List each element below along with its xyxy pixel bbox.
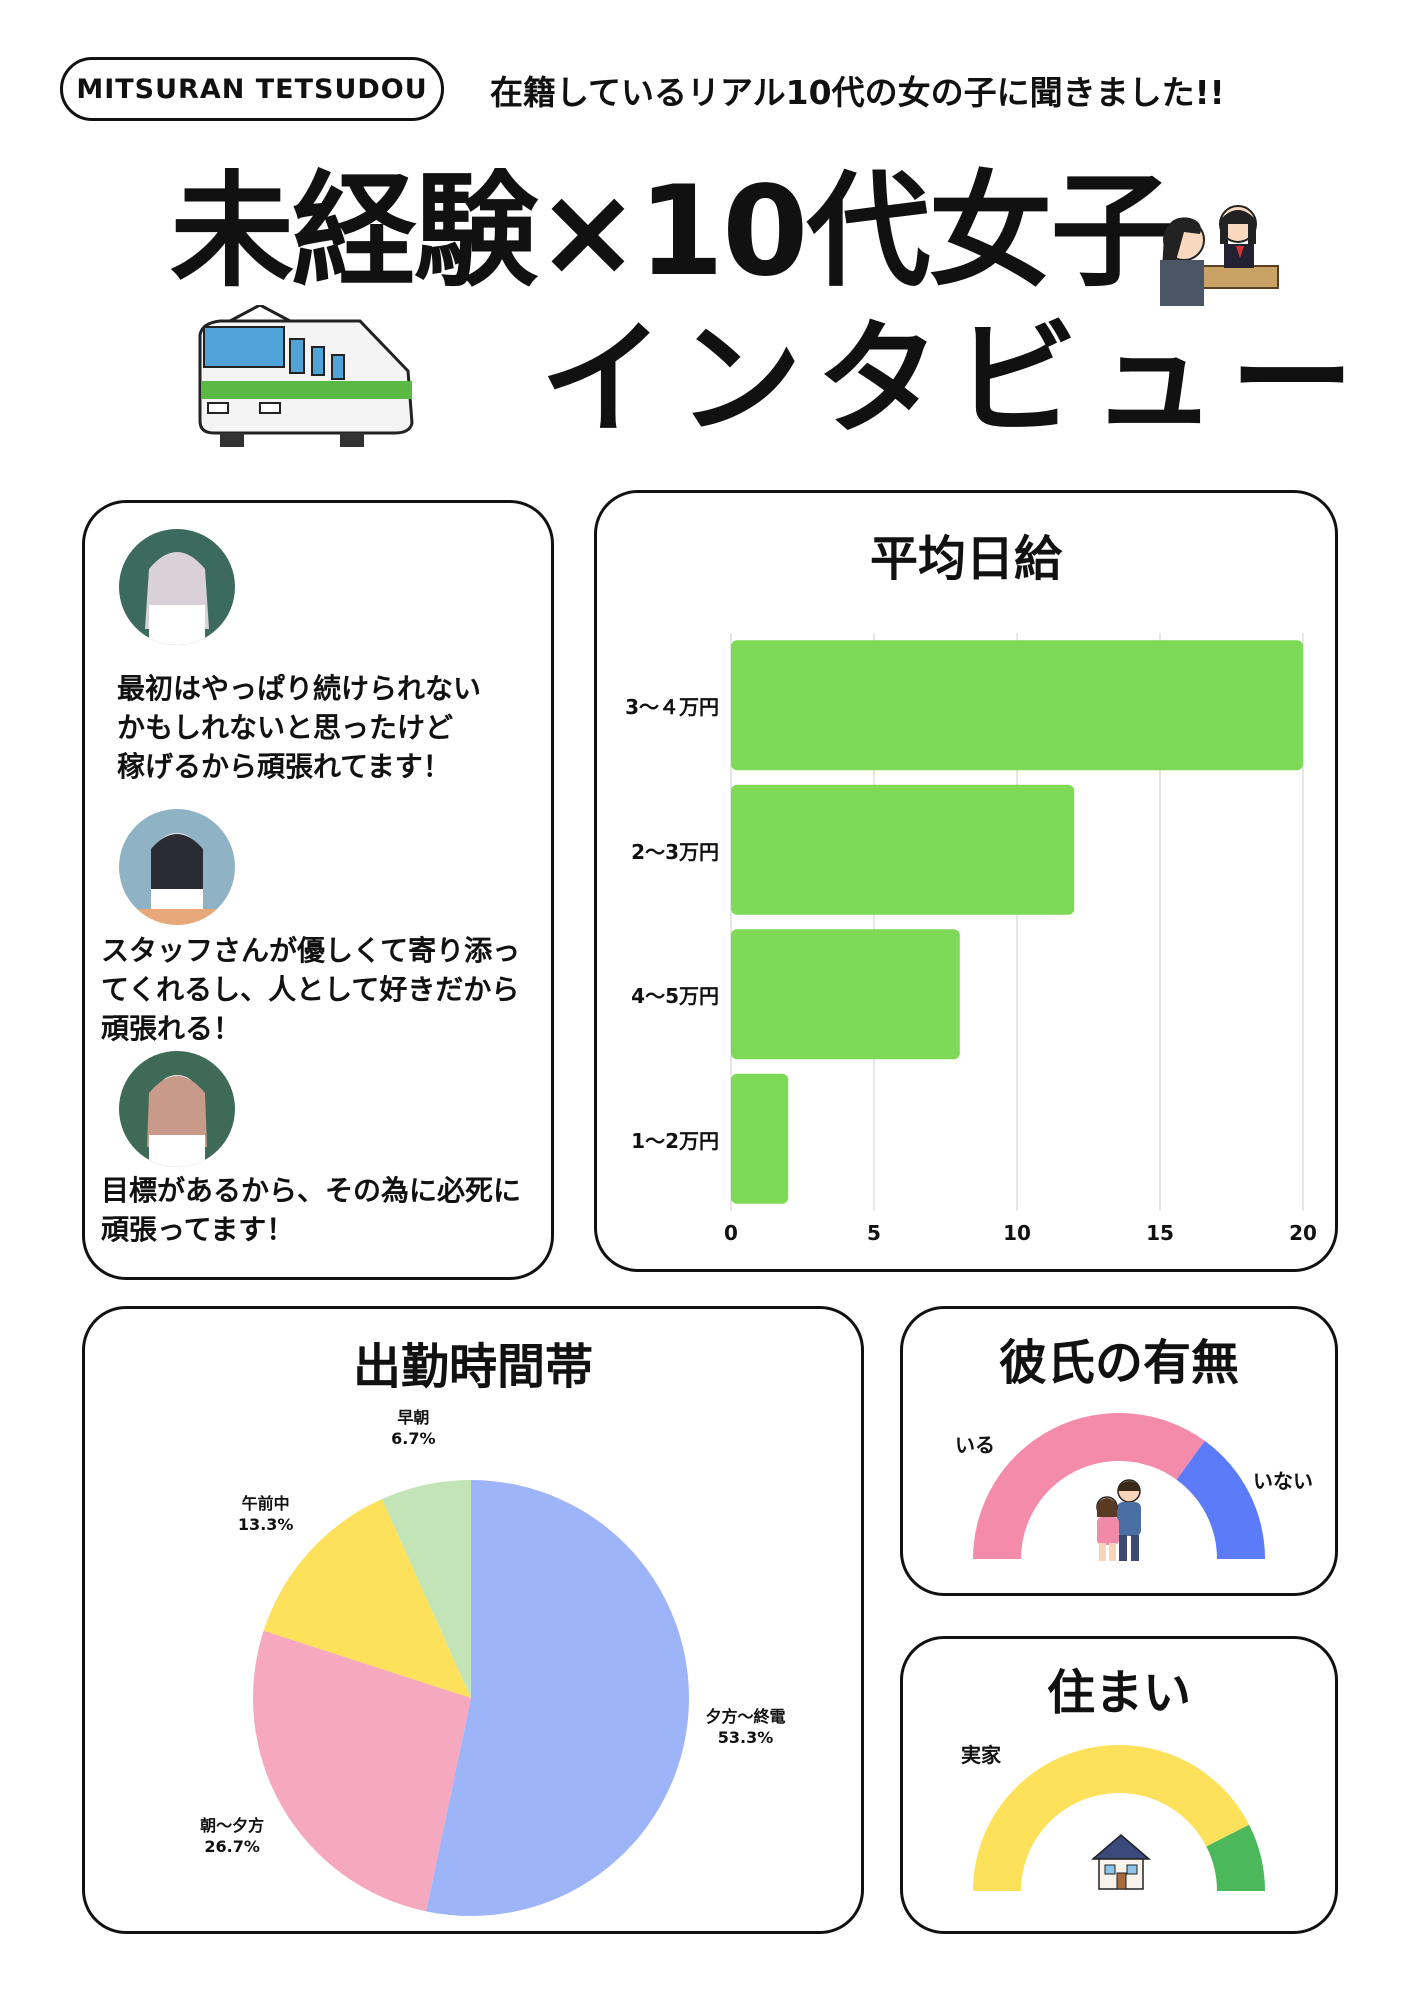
- pie-slice-label: 午前中 13.3%: [237, 1493, 294, 1534]
- testimonial-quote: 最初はやっぱり続けられない かもしれないと思ったけど 稼げるから頑張れてます！: [117, 672, 482, 783]
- bar: [731, 1073, 789, 1204]
- x-tick-label: 10: [1003, 1221, 1031, 1245]
- gauge-segment: [973, 1413, 1205, 1559]
- x-tick-label: 5: [867, 1221, 881, 1245]
- page-subtitle: インタビュー: [540, 308, 1369, 452]
- bar-chart: [730, 633, 1304, 1211]
- bar: [731, 784, 1075, 915]
- pie-slice: [252, 1630, 471, 1912]
- interview-icon: [1160, 205, 1279, 306]
- daily-pay-panel: 平均日給 3～４万円 2～3万円 4～5万円 1～2万円 0 5 10 15 20: [594, 490, 1338, 1272]
- gauge-segment: [973, 1745, 1250, 1891]
- pie-slice: [426, 1480, 689, 1916]
- bar: [731, 929, 960, 1060]
- pie-slice-label: 朝～夕方 26.7%: [200, 1816, 265, 1857]
- couple-icon: [1096, 1479, 1141, 1561]
- page-title: 未経験×10代女子: [170, 160, 1174, 304]
- pie-slice: [381, 1480, 471, 1698]
- gauge-segment: [1206, 1824, 1265, 1891]
- residence-gauge: [973, 1745, 1265, 1891]
- testimonials-panel: 最初はやっぱり続けられない かもしれないと思ったけど 稼げるから頑張れてます！ …: [82, 500, 554, 1280]
- avatar: [119, 529, 235, 645]
- gauge-label-yes: いる: [955, 1433, 995, 1457]
- bar-category-label: 3～４万円: [625, 695, 719, 720]
- bar-category-label: 1～2万円: [631, 1128, 719, 1153]
- boyfriend-gauge: [973, 1413, 1265, 1559]
- gauge-segment: [1176, 1440, 1265, 1559]
- bar-category-label: 2～3万円: [631, 839, 719, 864]
- work-hours-panel: 出勤時間帯 夕方～終電 53.3% 朝～夕方 26.7% 午前中 13.3% 早朝 6…: [82, 1306, 864, 1934]
- x-tick-label: 0: [724, 1221, 738, 1245]
- house-icon: [1090, 1834, 1152, 1890]
- boyfriend-panel: 彼氏の有無 いる いない: [900, 1306, 1338, 1596]
- bar: [731, 640, 1303, 771]
- chart-title: 住まい: [1046, 1665, 1191, 1721]
- gauge-label-no: いない: [1253, 1469, 1313, 1493]
- pie-slice-label: 夕方～終電 53.3%: [705, 1706, 786, 1747]
- gauge-label-home: 実家: [961, 1743, 1001, 1767]
- avatar: [119, 1051, 235, 1167]
- residence-panel: 住まい 実家: [900, 1636, 1338, 1934]
- train-icon: [198, 305, 414, 447]
- chart-title: 彼氏の有無: [998, 1335, 1239, 1391]
- chart-title: 平均日給: [869, 531, 1062, 587]
- pie-chart: [252, 1480, 689, 1916]
- avatar: [119, 809, 235, 925]
- brand-badge: MITSURAN TETSUDOU: [60, 57, 444, 121]
- bar-category-label: 4～5万円: [631, 984, 719, 1009]
- x-tick-label: 15: [1146, 1221, 1174, 1245]
- headline: 在籍しているリアル10代の女の子に聞きました!!: [490, 73, 1225, 112]
- pie-slice-label: 早朝 6.7%: [391, 1408, 436, 1449]
- testimonial-quote: 目標があるから、その為に必死に 頑張ってます！: [101, 1174, 522, 1246]
- x-tick-label: 20: [1289, 1221, 1317, 1245]
- chart-title: 出勤時間帯: [352, 1339, 593, 1395]
- testimonial-quote: スタッフさんが優しくて寄り添っ てくれるし、人として好きだから 頑張れる！: [101, 934, 521, 1045]
- pie-slice: [263, 1499, 471, 1698]
